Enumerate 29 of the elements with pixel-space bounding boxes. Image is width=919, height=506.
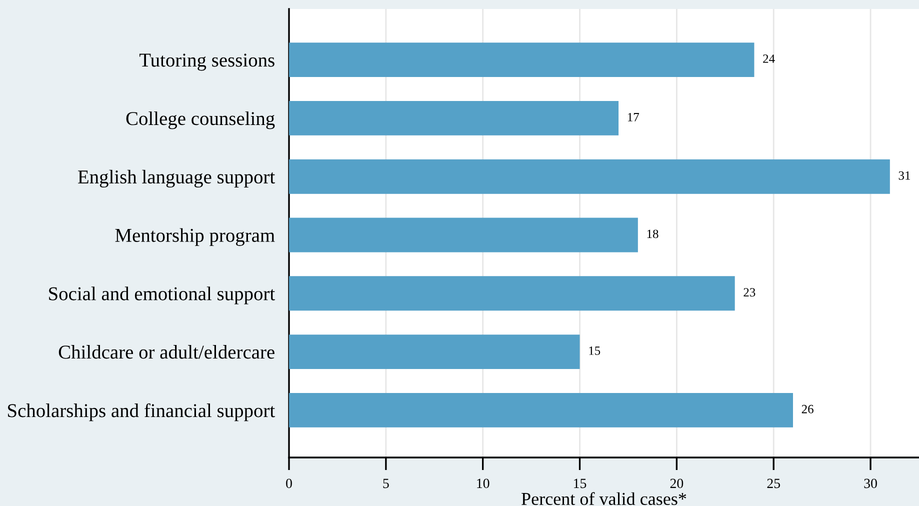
y-tick-label: English language support — [78, 170, 275, 188]
data-label: 24 — [763, 54, 775, 63]
y-tick-label: Childcare or adult/eldercare — [58, 345, 274, 359]
x-tick-label: 30 — [864, 478, 877, 488]
x-tick-label: 20 — [670, 478, 684, 488]
y-tick-label: College counseling — [126, 111, 275, 130]
x-tick-label: 5 — [383, 478, 389, 488]
bar — [289, 392, 793, 428]
data-label: 18 — [647, 230, 658, 238]
x-axis-title: Percent of valid cases* — [522, 492, 686, 506]
y-tick-label: Social and emotional support — [49, 286, 275, 304]
y-tick-label: Mentorship program — [115, 228, 275, 246]
y-tick-label: Tutoring sessions — [139, 54, 274, 71]
data-label: 23 — [744, 288, 756, 297]
bar — [289, 334, 580, 370]
x-tick-label: 15 — [574, 478, 586, 488]
data-label: 31 — [898, 171, 910, 180]
data-label: 26 — [802, 404, 814, 414]
y-tick-label: Scholarships and financial support — [8, 403, 275, 422]
bar — [289, 42, 754, 78]
bar — [289, 159, 890, 194]
x-tick-label: 25 — [767, 478, 780, 488]
bar — [289, 218, 638, 252]
x-tick-label: 10 — [477, 478, 490, 488]
bar — [289, 100, 619, 136]
bar — [289, 276, 735, 311]
x-tick-label: 0 — [286, 478, 292, 488]
data-label: 17 — [628, 112, 640, 122]
data-label: 15 — [589, 346, 600, 355]
